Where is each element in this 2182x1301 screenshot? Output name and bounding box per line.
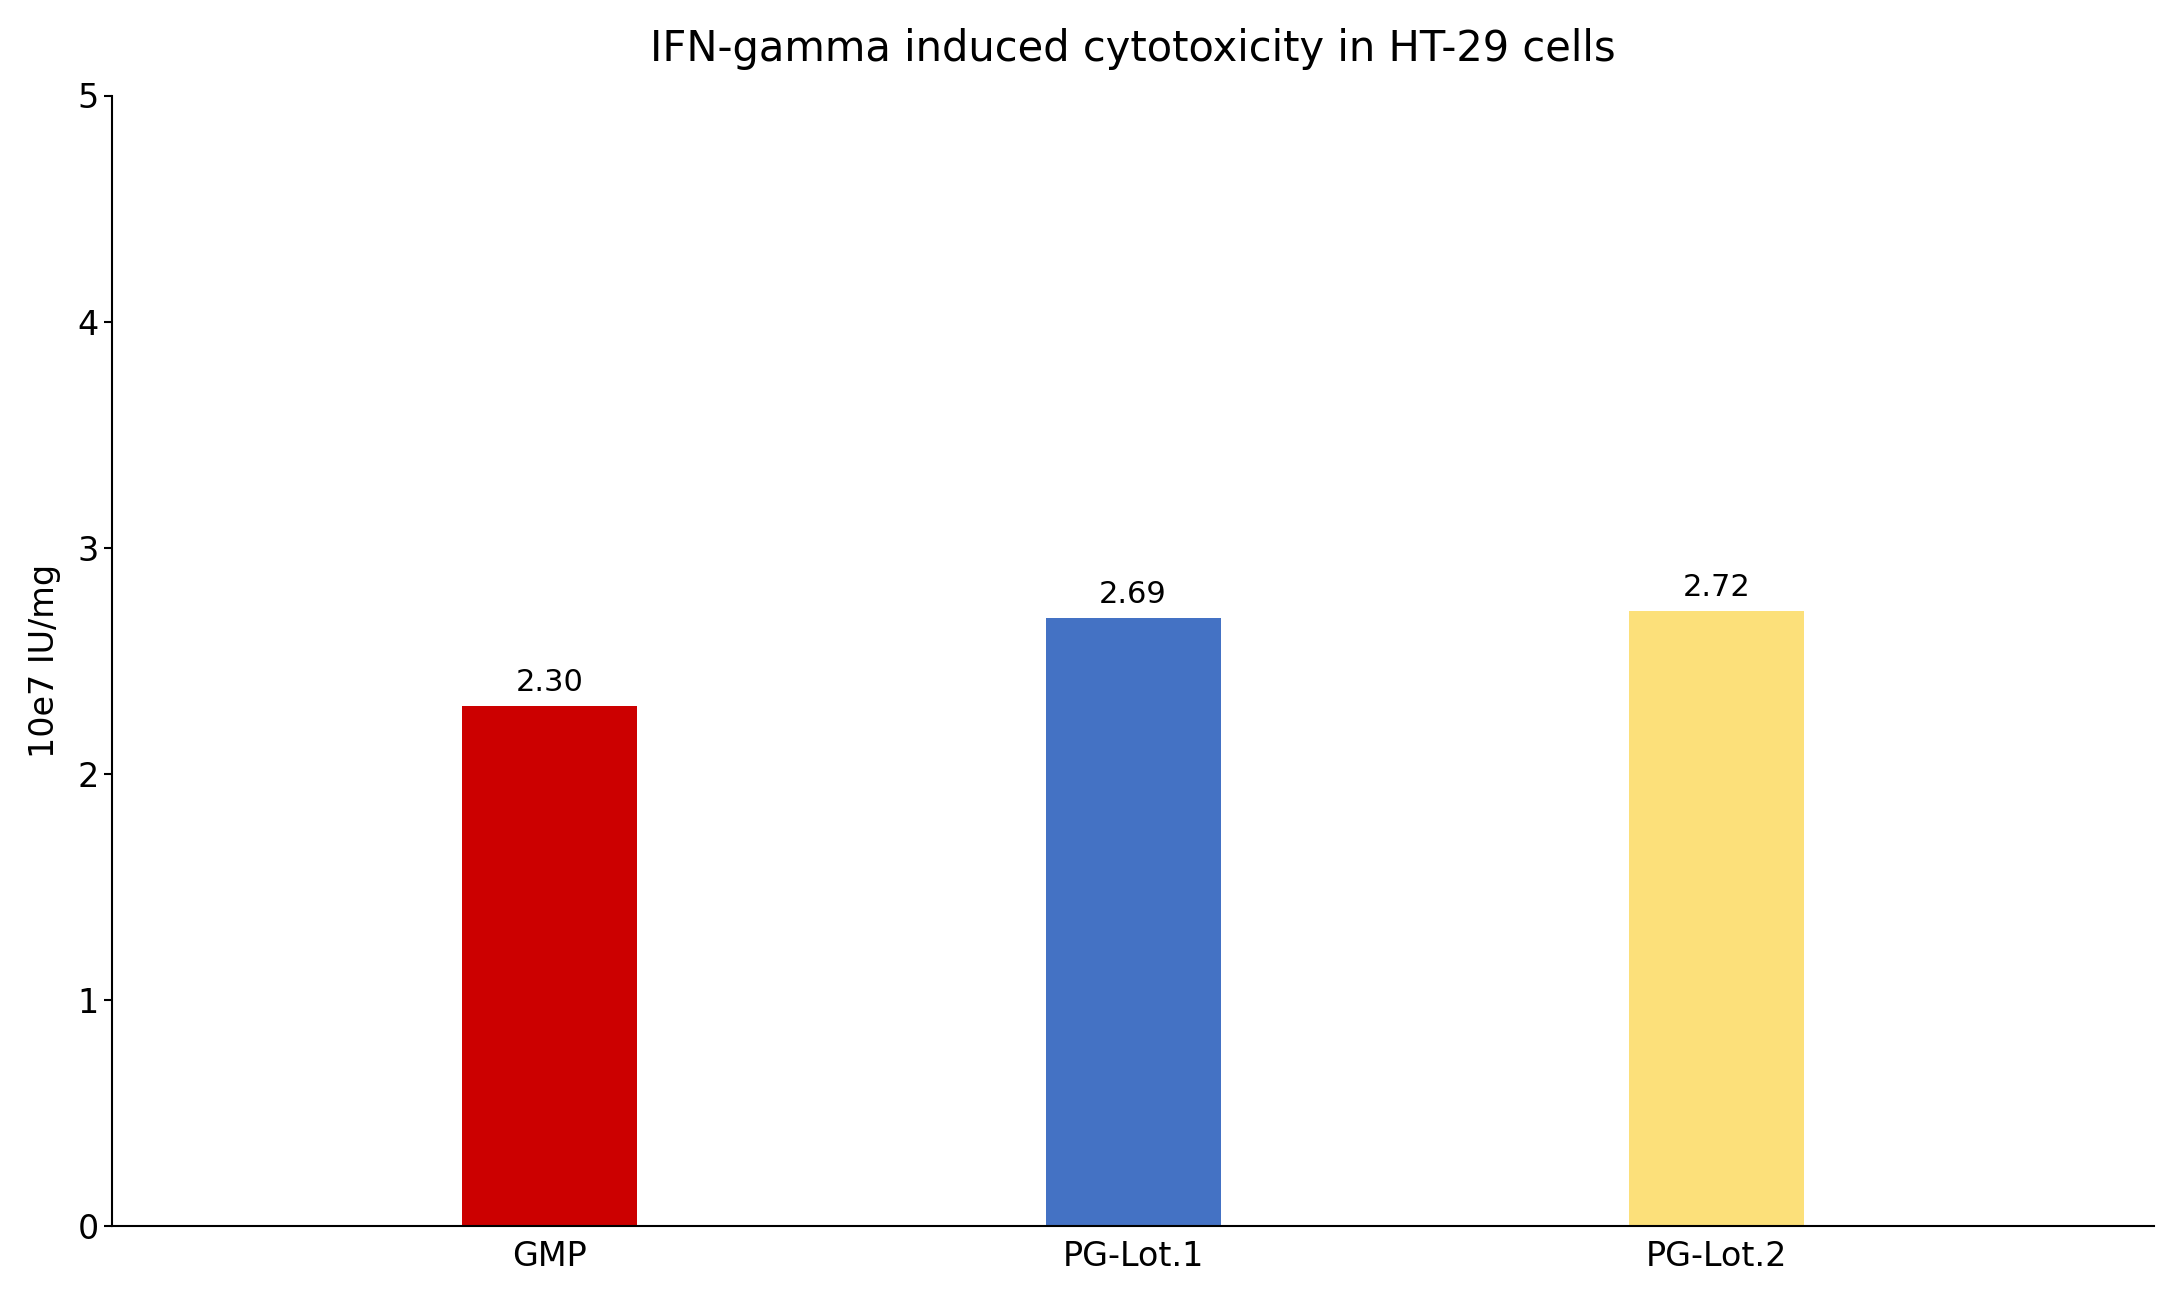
Bar bbox=[1630, 611, 1805, 1227]
Bar bbox=[463, 706, 637, 1227]
Bar bbox=[1045, 618, 1220, 1227]
Text: 2.69: 2.69 bbox=[1100, 580, 1167, 609]
Title: IFN-gamma induced cytotoxicity in HT-29 cells: IFN-gamma induced cytotoxicity in HT-29 … bbox=[650, 27, 1617, 70]
Y-axis label: 10e7 IU/mg: 10e7 IU/mg bbox=[28, 563, 61, 758]
Text: 2.72: 2.72 bbox=[1682, 574, 1750, 602]
Text: 2.30: 2.30 bbox=[515, 669, 583, 697]
